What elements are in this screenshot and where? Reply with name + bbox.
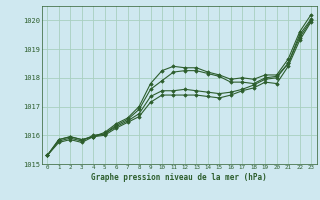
X-axis label: Graphe pression niveau de la mer (hPa): Graphe pression niveau de la mer (hPa) (91, 173, 267, 182)
